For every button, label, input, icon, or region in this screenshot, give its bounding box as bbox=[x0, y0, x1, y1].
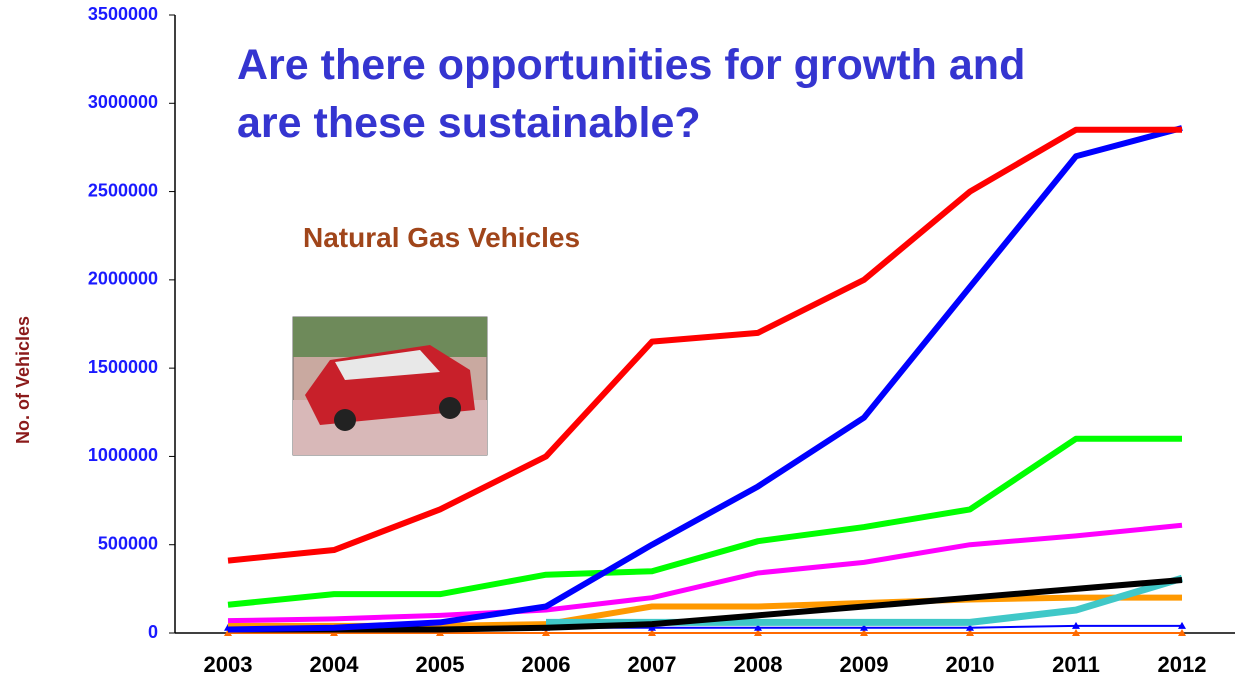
marker bbox=[860, 629, 868, 636]
marker bbox=[648, 623, 656, 631]
marker bbox=[754, 623, 762, 631]
x-tick-label: 2005 bbox=[416, 652, 465, 677]
marker bbox=[648, 629, 656, 636]
marker bbox=[330, 629, 338, 636]
annotation: Natural Gas Vehicles bbox=[303, 222, 581, 253]
x-tick-label: 2008 bbox=[734, 652, 783, 677]
marker bbox=[966, 629, 974, 636]
x-tick-label: 2009 bbox=[840, 652, 889, 677]
marker bbox=[1178, 629, 1186, 636]
marker bbox=[966, 623, 974, 631]
series-line bbox=[227, 522, 1183, 624]
x-tick-label: 2004 bbox=[310, 652, 360, 677]
marker bbox=[1072, 621, 1080, 629]
photo bbox=[292, 316, 488, 456]
x-tick-label: 2006 bbox=[522, 652, 571, 677]
chart-title: Are there opportunities for growth and a… bbox=[237, 41, 1026, 147]
y-tick-label: 1000000 bbox=[88, 445, 158, 465]
y-tick-label: 3500000 bbox=[88, 4, 158, 24]
series-line bbox=[227, 126, 1182, 564]
x-tick-label: 2003 bbox=[204, 652, 253, 677]
y-tick-label: 500000 bbox=[98, 533, 158, 553]
marker bbox=[1072, 629, 1080, 636]
x-tick-label: 2010 bbox=[946, 652, 995, 677]
x-tick-label: 2012 bbox=[1158, 652, 1207, 677]
y-tick-label: 2000000 bbox=[88, 269, 158, 289]
y-tick-label: 2500000 bbox=[88, 180, 158, 200]
marker bbox=[436, 629, 444, 636]
series-line bbox=[227, 125, 1183, 633]
marker bbox=[542, 629, 550, 636]
series-line bbox=[227, 435, 1182, 608]
y-axis-label: No. of Vehicles bbox=[13, 316, 33, 444]
series-line bbox=[228, 577, 1183, 633]
y-tick-label: 1500000 bbox=[88, 357, 158, 377]
marker bbox=[1178, 621, 1186, 629]
y-tick-label: 0 bbox=[148, 622, 158, 642]
x-tick-label: 2007 bbox=[628, 652, 677, 677]
marker bbox=[224, 629, 232, 636]
x-tick-label: 2011 bbox=[1052, 652, 1100, 677]
y-tick-label: 3000000 bbox=[88, 92, 158, 112]
marker bbox=[754, 629, 762, 636]
marker bbox=[860, 623, 868, 631]
